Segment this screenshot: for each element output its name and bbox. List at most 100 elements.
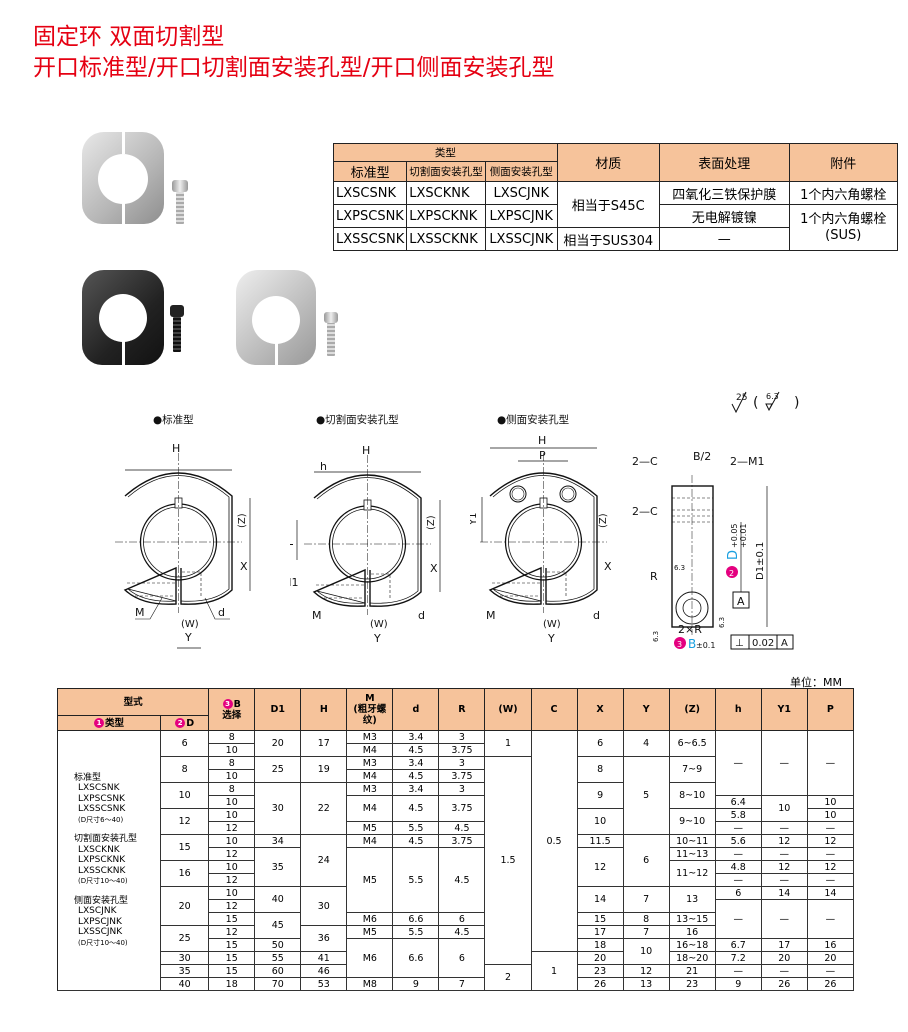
spec-table: 型式 3 B 选择 D1 H M (粗牙螺纹) d R (W) C X Y (Z) h… (56, 688, 855, 991)
svg-text:B: B (688, 637, 696, 651)
svg-text:Y: Y (184, 631, 192, 644)
table-cell: 12 (806, 834, 855, 848)
table-cell: 21 (668, 964, 716, 978)
svg-text:(Z): (Z) (426, 515, 437, 530)
type-line: (D尺寸10～40) (78, 877, 128, 886)
table-cell: 8 (622, 912, 670, 926)
table-cell: 1 (530, 951, 578, 991)
table-row: 标准型 LXSCSNK LXPSCSNK LXSSCSNK (D尺寸6～40) 切割面安装… (56, 730, 855, 991)
table-cell: 12 (208, 821, 256, 835)
svg-text:6.3: 6.3 (674, 564, 685, 572)
svg-text:M: M (135, 606, 145, 619)
table-cell: — (760, 899, 808, 939)
table-cell: — (760, 821, 808, 835)
svg-text:0.02: 0.02 (752, 638, 774, 649)
table-cell: M3 (346, 756, 394, 770)
table-cell: 34 (254, 834, 302, 848)
drawing-side-face: H P Y1 (Z) X M d (W) Y (470, 434, 612, 645)
surface-cell: 无电解镀镍 (658, 204, 790, 228)
table-cell: 70 (254, 977, 302, 991)
table-cell: 6.6 (392, 912, 440, 926)
table-cell: 25 (160, 925, 210, 952)
header-Y: Y (622, 688, 670, 731)
type-line: (D尺寸6～40) (78, 815, 124, 824)
table-cell: 10 (208, 795, 256, 809)
table-cell: 16 (160, 860, 210, 887)
table-cell: 5.5 (392, 821, 440, 835)
table-cell: 3.75 (438, 795, 486, 822)
table-cell: — (714, 730, 762, 796)
table-cell: 4.8 (714, 860, 762, 874)
table-cell: 2 (484, 964, 532, 991)
table-cell: 30 (254, 782, 302, 835)
svg-text:(W): (W) (543, 619, 561, 630)
table-cell: 10 (576, 808, 624, 835)
table-cell: 3 (438, 782, 486, 796)
table-cell: 15 (208, 964, 256, 978)
table-cell: 7 (438, 977, 486, 991)
table-cell: 35 (160, 964, 210, 978)
table-cell: 17 (576, 925, 624, 939)
table-row: 15 10 34 24 M4 4.5 3.75 11.5 6 10~11 5.6 12 12 (58, 834, 855, 887)
table-cell: 8 (208, 782, 256, 796)
accessory-cell: 1个内六角螺栓 (SUS) (788, 204, 898, 251)
table-row: 20 10 40 30 14 7 13 6 14 14 (58, 886, 855, 926)
table-cell: — (806, 964, 855, 978)
svg-text:D: D (726, 550, 741, 560)
table-cell: 12 (208, 847, 256, 861)
table-cell: 3.75 (438, 743, 486, 757)
table-cell: — (714, 821, 762, 835)
table-cell: 18 (576, 938, 624, 952)
model-cell: LXSSCJNK (484, 227, 558, 251)
table-cell: 18 (208, 977, 256, 991)
table-cell: — (806, 821, 855, 835)
table-cell: 10 (208, 808, 256, 822)
table-cell: M8 (346, 977, 394, 991)
table-cell: 9 (392, 977, 440, 991)
table-cell: 12 (622, 964, 670, 978)
table-cell: 10 (806, 795, 855, 809)
svg-text:A: A (781, 638, 788, 649)
header-side-face: 侧面安装孔型 (484, 161, 558, 182)
table-cell: 0.5 (530, 730, 578, 952)
table-cell: 13 (668, 886, 716, 913)
table-cell: 7 (622, 886, 670, 913)
table-cell: 19 (300, 756, 348, 783)
table-cell: 8 (208, 730, 256, 744)
table-cell: 12 (806, 860, 855, 874)
table-cell: 9 (576, 782, 624, 809)
svg-text:D1±0.1: D1±0.1 (755, 542, 766, 580)
type-line: LXPSCKNK (78, 855, 126, 866)
table-row: 15 50 M6 6.6 6 18 10 16~18 6.7 17 16 (58, 938, 855, 978)
table-cell: 6 (438, 938, 486, 978)
svg-text:2—C: 2—C (632, 455, 658, 468)
type-line: LXSSCSNK (78, 804, 126, 815)
table-row: 10 M4 4.5 3.75 6.4 10 10 (58, 795, 855, 822)
type-line: 侧面安装孔型 (74, 895, 129, 906)
table-cell: 11~12 (668, 860, 716, 887)
svg-text:d: d (593, 609, 600, 622)
svg-text:A: A (737, 595, 745, 608)
surface-cell: 四氧化三铁保护膜 (658, 181, 790, 205)
header-Y1: Y1 (760, 688, 808, 731)
table-cell: 9~10 (668, 808, 716, 835)
table-cell: — (806, 899, 855, 939)
accessory-cell: 1个内六角螺栓 (788, 181, 898, 205)
model-cell: LXSCKNK (406, 181, 486, 205)
table-cell: 7 (622, 925, 670, 939)
table-cell: 46 (300, 964, 348, 978)
header-material: 材质 (556, 143, 660, 182)
table-cell: 10 (208, 860, 256, 874)
table-cell: 7.2 (714, 951, 762, 965)
table-cell: 17 (300, 730, 348, 757)
table-cell: M4 (346, 834, 394, 848)
table-cell: M5 (346, 925, 394, 939)
table-cell: 26 (806, 977, 855, 991)
drawing-title-cut-face: ●切割面安装孔型 (316, 414, 399, 426)
surface-roughness-symbol: 25 ( 6.3 ) (731, 391, 799, 414)
model-cell: LXSCSNK (332, 181, 408, 205)
table-cell: 3.4 (392, 782, 440, 796)
svg-text:6.3: 6.3 (652, 631, 660, 642)
table-cell: 11~13 (668, 847, 716, 861)
